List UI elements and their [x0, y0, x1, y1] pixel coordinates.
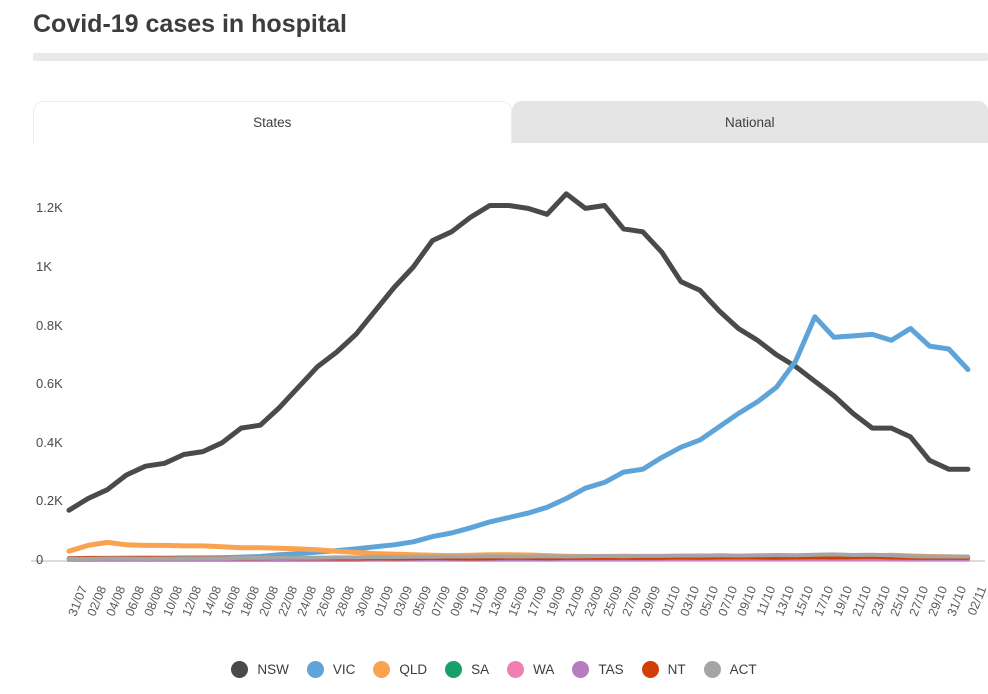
y-tick-label: 0.8K — [36, 317, 63, 333]
tab-national-label: National — [724, 114, 775, 130]
tab-states[interactable]: States — [33, 101, 512, 143]
legend-label: ACT — [729, 662, 757, 677]
legend-dot-icon — [507, 661, 525, 678]
y-tick-label: 0.4K — [36, 434, 63, 450]
y-tick-label: 0.6K — [36, 376, 63, 392]
tab-national[interactable]: National — [511, 101, 988, 143]
legend-dot-icon — [445, 661, 463, 678]
legend-dot-icon — [703, 661, 721, 678]
legend-label: SA — [471, 662, 490, 677]
legend-dot-icon — [641, 661, 659, 678]
legend-item-wa[interactable]: WA — [507, 661, 554, 678]
tab-states-label: States — [253, 115, 292, 130]
y-tick-label: 1K — [36, 259, 52, 274]
page-title: Covid-19 cases in hospital — [33, 10, 347, 38]
series-line-nsw — [66, 191, 971, 513]
series-line-act — [67, 552, 970, 561]
legend-label: NSW — [257, 662, 289, 677]
legend: NSW VIC QLD SA WA TAS NT ACT — [0, 661, 988, 678]
legend-item-sa[interactable]: SA — [445, 661, 489, 678]
tab-bar: States National — [33, 101, 988, 143]
legend-item-tas[interactable]: TAS — [572, 661, 624, 678]
legend-label: WA — [533, 662, 555, 677]
y-tick-label: 1.2K — [36, 200, 63, 216]
legend-dot-icon — [231, 661, 249, 678]
legend-label: VIC — [332, 662, 356, 677]
legend-label: TAS — [598, 662, 624, 677]
legend-dot-icon — [306, 661, 324, 678]
legend-label: NT — [667, 662, 686, 677]
series-line-vic — [66, 314, 971, 562]
y-tick-label: 0 — [36, 552, 44, 567]
legend-item-qld[interactable]: QLD — [373, 661, 427, 678]
legend-dot-icon — [572, 661, 590, 678]
legend-label: QLD — [399, 662, 428, 677]
y-tick-label: 0.2K — [36, 493, 63, 509]
legend-item-vic[interactable]: VIC — [306, 661, 356, 678]
chart-svg — [31, 191, 985, 562]
legend-dot-icon — [373, 661, 391, 678]
title-divider — [33, 53, 988, 61]
legend-item-act[interactable]: ACT — [703, 661, 757, 678]
legend-item-nsw[interactable]: NSW — [231, 661, 289, 678]
legend-item-nt[interactable]: NT — [641, 661, 686, 678]
